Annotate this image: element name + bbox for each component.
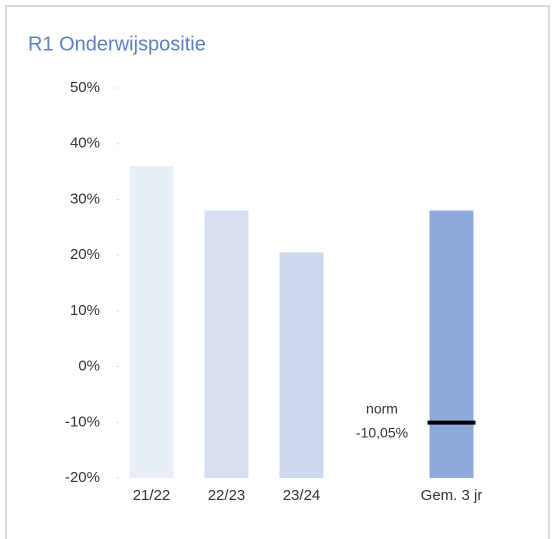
chart-title: R1 Onderwijspositie xyxy=(28,33,206,55)
x-tick-label: 21/22 xyxy=(133,487,171,504)
y-tick-label: 10% xyxy=(70,302,100,319)
bar xyxy=(129,166,174,478)
y-tick-label: 20% xyxy=(70,246,100,263)
y-tick-label: 50% xyxy=(70,79,100,96)
x-tick-label: 23/24 xyxy=(283,487,321,504)
y-tick-label: 30% xyxy=(70,190,100,207)
y-tick-label: -10% xyxy=(65,413,100,430)
y-tick-label: 40% xyxy=(70,135,100,152)
norm-label: norm xyxy=(366,400,398,416)
norm-value-label: -10,05% xyxy=(356,424,408,440)
x-tick-label: 22/23 xyxy=(208,487,246,504)
y-tick-label: 0% xyxy=(78,358,100,375)
bar xyxy=(204,210,249,479)
x-tick-label: Gem. 3 jr xyxy=(421,487,483,504)
y-tick-label: -20% xyxy=(65,469,100,486)
bar xyxy=(429,210,474,479)
bar xyxy=(279,252,324,478)
